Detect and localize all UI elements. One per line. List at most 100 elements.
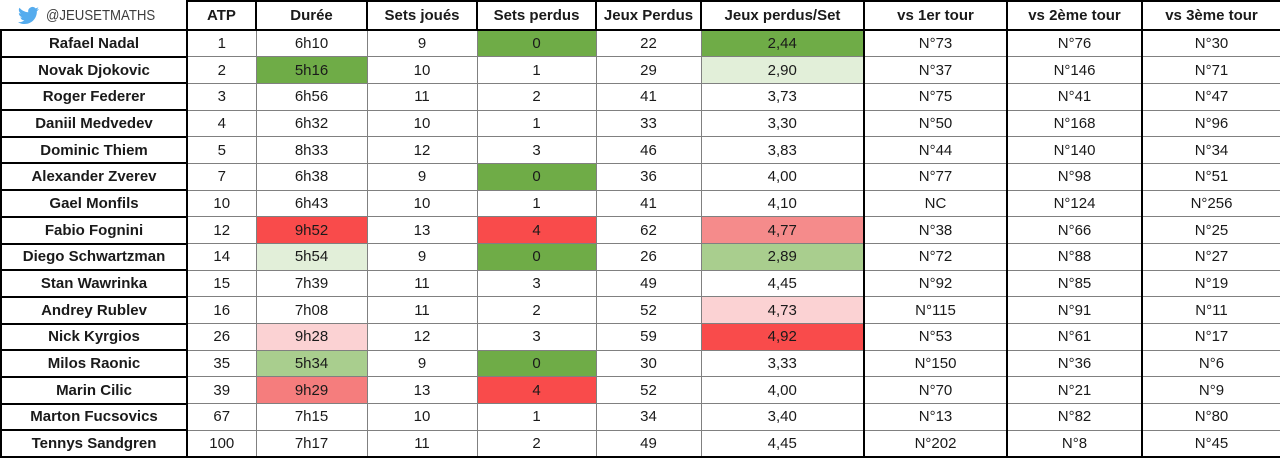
atp-rank: 100: [186, 429, 257, 458]
header-row: @JEUSETMATHS ATP Durée Sets joués Sets p…: [1, 0, 1280, 31]
atp-rank: 2: [186, 56, 257, 84]
games-lost-cell: 52: [595, 376, 702, 405]
games-lost-per-set-cell: 4,00: [700, 376, 865, 405]
atp-rank: 15: [186, 269, 257, 298]
vs-round3-cell: N°17: [1141, 323, 1280, 351]
vs-round2-cell: N°91: [1006, 296, 1143, 325]
player-name: Gael Monfils: [0, 189, 188, 218]
atp-rank: 35: [186, 349, 257, 378]
duration-cell: 7h39: [255, 269, 368, 298]
sets-played-cell: 11: [366, 296, 478, 325]
vs-round1-cell: N°38: [863, 216, 1008, 244]
vs-round3-cell: N°19: [1141, 269, 1280, 298]
sets-lost-cell: 0: [476, 29, 597, 58]
sets-played-cell: 9: [366, 349, 478, 378]
vs-round3-cell: N°34: [1141, 136, 1280, 164]
duration-cell: 7h08: [255, 296, 368, 325]
vs-round2-cell: N°98: [1006, 162, 1143, 191]
sets-played-cell: 9: [366, 162, 478, 191]
table-row: Stan Wawrinka 15 7h39 11 3 49 4,45 N°92 …: [0, 269, 1280, 298]
vs-round2-cell: N°66: [1006, 216, 1143, 244]
vs-round3-cell: N°96: [1141, 109, 1280, 138]
duration-cell: 6h43: [255, 189, 368, 218]
games-lost-cell: 29: [595, 56, 702, 84]
vs-round2-cell: N°168: [1006, 109, 1143, 138]
atp-rank: 4: [186, 109, 257, 138]
sets-lost-cell: 0: [476, 243, 597, 271]
games-lost-cell: 41: [595, 189, 702, 218]
twitter-handle: @JEUSETMATHS: [46, 6, 156, 24]
games-lost-cell: 52: [595, 296, 702, 325]
duration-cell: 6h56: [255, 82, 368, 111]
games-lost-per-set-cell: 3,33: [700, 349, 865, 378]
atp-rank: 14: [186, 243, 257, 271]
vs-round3-cell: N°80: [1141, 403, 1280, 431]
games-lost-per-set-cell: 4,45: [700, 429, 865, 458]
atp-rank: 67: [186, 403, 257, 431]
vs-round2-cell: N°140: [1006, 136, 1143, 164]
duration-cell: 6h38: [255, 162, 368, 191]
vs-round2-cell: N°21: [1006, 376, 1143, 405]
games-lost-per-set-cell: 3,30: [700, 109, 865, 138]
col-header-jeux-perdus-set: Jeux perdus/Set: [700, 0, 865, 31]
atp-rank: 5: [186, 136, 257, 164]
table-body: Rafael Nadal 1 6h10 9 0 22 2,44 N°73 N°7…: [0, 29, 1280, 458]
player-name: Novak Djokovic: [0, 55, 188, 85]
player-name: Rafael Nadal: [0, 29, 188, 58]
games-lost-per-set-cell: 4,73: [700, 296, 865, 325]
sets-lost-cell: 0: [476, 349, 597, 378]
vs-round2-cell: N°8: [1006, 429, 1143, 458]
duration-cell: 9h28: [255, 323, 368, 351]
vs-round3-cell: N°11: [1141, 296, 1280, 325]
sets-played-cell: 9: [366, 29, 478, 58]
sets-lost-cell: 0: [476, 162, 597, 191]
table-row: Gael Monfils 10 6h43 10 1 41 4,10 NC N°1…: [0, 189, 1280, 218]
sets-lost-cell: 2: [476, 82, 597, 111]
sets-played-cell: 10: [366, 403, 478, 431]
duration-cell: 5h16: [255, 56, 368, 84]
table-row: Marton Fucsovics 67 7h15 10 1 34 3,40 N°…: [0, 402, 1280, 432]
player-name: Fabio Fognini: [0, 215, 188, 245]
sets-played-cell: 10: [366, 109, 478, 138]
games-lost-per-set-cell: 4,77: [700, 216, 865, 244]
atp-rank: 1: [186, 29, 257, 58]
table-row: Tennys Sandgren 100 7h17 11 2 49 4,45 N°…: [0, 429, 1280, 458]
duration-cell: 9h29: [255, 376, 368, 405]
vs-round3-cell: N°27: [1141, 243, 1280, 271]
player-name: Diego Schwartzman: [0, 242, 188, 272]
vs-round2-cell: N°76: [1006, 29, 1143, 58]
duration-cell: 7h17: [255, 429, 368, 458]
games-lost-cell: 33: [595, 109, 702, 138]
sets-lost-cell: 3: [476, 136, 597, 164]
games-lost-cell: 49: [595, 429, 702, 458]
sets-lost-cell: 2: [476, 429, 597, 458]
games-lost-cell: 30: [595, 349, 702, 378]
sets-played-cell: 9: [366, 243, 478, 271]
vs-round3-cell: N°6: [1141, 349, 1280, 378]
games-lost-per-set-cell: 3,73: [700, 82, 865, 111]
col-header-sets-joues: Sets joués: [366, 0, 478, 31]
vs-round3-cell: N°25: [1141, 216, 1280, 244]
vs-round2-cell: N°88: [1006, 243, 1143, 271]
vs-round1-cell: N°92: [863, 269, 1008, 298]
sets-lost-cell: 3: [476, 323, 597, 351]
vs-round1-cell: N°73: [863, 29, 1008, 58]
vs-round1-cell: N°77: [863, 162, 1008, 191]
atp-rank: 10: [186, 189, 257, 218]
games-lost-cell: 62: [595, 216, 702, 244]
table-row: Novak Djokovic 2 5h16 10 1 29 2,90 N°37 …: [0, 55, 1280, 85]
games-lost-per-set-cell: 2,44: [700, 29, 865, 58]
atp-rank: 7: [186, 162, 257, 191]
player-name: Roger Federer: [0, 82, 188, 112]
player-name: Tennys Sandgren: [0, 429, 188, 458]
sets-lost-cell: 1: [476, 109, 597, 138]
col-header-vs-3eme-tour: vs 3ème tour: [1141, 0, 1280, 31]
sets-played-cell: 10: [366, 56, 478, 84]
vs-round1-cell: N°115: [863, 296, 1008, 325]
sets-played-cell: 12: [366, 323, 478, 351]
atp-rank: 26: [186, 323, 257, 351]
duration-cell: 6h32: [255, 109, 368, 138]
player-name: Stan Wawrinka: [0, 269, 188, 298]
duration-cell: 7h15: [255, 403, 368, 431]
